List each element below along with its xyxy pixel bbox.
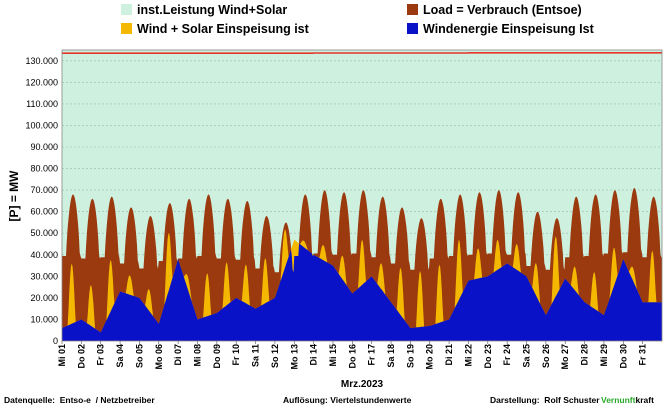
legend-swatch-load — [407, 4, 418, 15]
x-tick-label: Mo 13 — [289, 344, 299, 370]
x-tick-label: Mi 01 — [57, 344, 67, 367]
y-tick-label: 130.000 — [25, 56, 58, 66]
legend-swatch-wind-solar — [121, 23, 132, 34]
legend-label-wind: Windenergie Einspeisung Ist — [423, 22, 595, 36]
legend-swatch-capacity — [121, 4, 132, 15]
x-tick-label: Mo 06 — [154, 344, 164, 370]
footer-brand-black: kraft — [635, 395, 654, 405]
x-tick-label: Di 21 — [444, 344, 454, 366]
legend-swatch-wind — [407, 23, 418, 34]
y-tick-label: 10.000 — [30, 314, 58, 324]
x-tick-label: Do 02 — [76, 344, 86, 369]
y-tick-label: 30.000 — [30, 271, 58, 281]
x-tick-label: So 26 — [541, 344, 551, 368]
x-tick-label: Mi 22 — [463, 344, 473, 367]
y-tick-label: 50.000 — [30, 228, 58, 238]
legend-label-capacity: inst.Leistung Wind+Solar — [137, 3, 287, 17]
y-tick-label: 90.000 — [30, 142, 58, 152]
plot-border — [61, 49, 663, 342]
y-axis-label: [P] = MW — [7, 170, 21, 222]
x-tick-label: Mi 08 — [192, 344, 202, 367]
x-tick-label: So 05 — [134, 344, 144, 368]
footer-brand: Vernunftkraft — [601, 395, 654, 405]
legend: inst.Leistung Wind+Solar Wind + Solar Ei… — [121, 3, 595, 36]
x-tick-label: Fr 24 — [502, 344, 512, 366]
x-tick-label: Do 16 — [347, 344, 357, 369]
footer-brand-green: Vernunft — [601, 395, 636, 405]
x-axis-label: Mrz.2023 — [341, 379, 384, 390]
footer-author: Darstellung: Rolf Schuster — [490, 395, 600, 405]
x-axis-ticks: Mi 01 Do 02 Fr 03 Sa 04 So 05 Mo 06 Di 07 Mi 08… — [57, 341, 648, 370]
x-tick-label: So 12 — [270, 344, 280, 368]
y-tick-label: 120.000 — [25, 77, 58, 87]
x-tick-label: Sa 18 — [386, 344, 396, 368]
y-tick-label: 0 — [53, 336, 58, 346]
footer-source: Datenquelle: Entso-e / Netzbetreiber — [4, 395, 155, 405]
x-tick-label: Sa 04 — [115, 344, 125, 368]
legend-label-load: Load = Verbrauch (Entsoe) — [423, 3, 582, 17]
legend-label-wind-solar: Wind + Solar Einspeisung ist — [137, 22, 310, 36]
x-tick-label: Do 09 — [212, 344, 222, 369]
x-tick-label: Di 14 — [309, 344, 319, 366]
x-tick-label: Sa 25 — [522, 344, 532, 368]
y-tick-label: 70.000 — [30, 185, 58, 195]
y-axis-ticks: 0 10.000 20.000 30.000 40.000 50.000 60.000 70.… — [25, 56, 58, 346]
x-tick-label: So 19 — [405, 344, 415, 368]
x-tick-label: Mi 15 — [328, 344, 338, 367]
y-tick-label: 20.000 — [30, 293, 58, 303]
x-tick-label: Mo 27 — [560, 344, 570, 370]
x-tick-label: Fr 31 — [638, 344, 648, 366]
x-tick-label: Mi 29 — [599, 344, 609, 367]
x-tick-label: Do 30 — [618, 344, 628, 369]
x-tick-label: Do 23 — [483, 344, 493, 369]
footer-resolution: Auflösung: Viertelstundenwerte — [283, 395, 412, 405]
x-tick-label: Di 07 — [173, 344, 183, 366]
x-tick-label: Sa 11 — [251, 344, 261, 367]
x-tick-label: Fr 10 — [231, 344, 241, 366]
y-tick-label: 80.000 — [30, 164, 58, 174]
x-tick-label: Mo 20 — [425, 344, 435, 370]
x-tick-label: Fr 03 — [96, 344, 106, 366]
y-tick-label: 60.000 — [30, 207, 58, 217]
wind-area — [62, 243, 662, 341]
x-tick-label: Fr 17 — [367, 344, 377, 366]
y-tick-label: 110.000 — [26, 99, 58, 109]
x-tick-label: Di 28 — [580, 344, 590, 366]
y-tick-label: 100.000 — [25, 120, 58, 130]
y-tick-label: 40.000 — [30, 250, 58, 260]
